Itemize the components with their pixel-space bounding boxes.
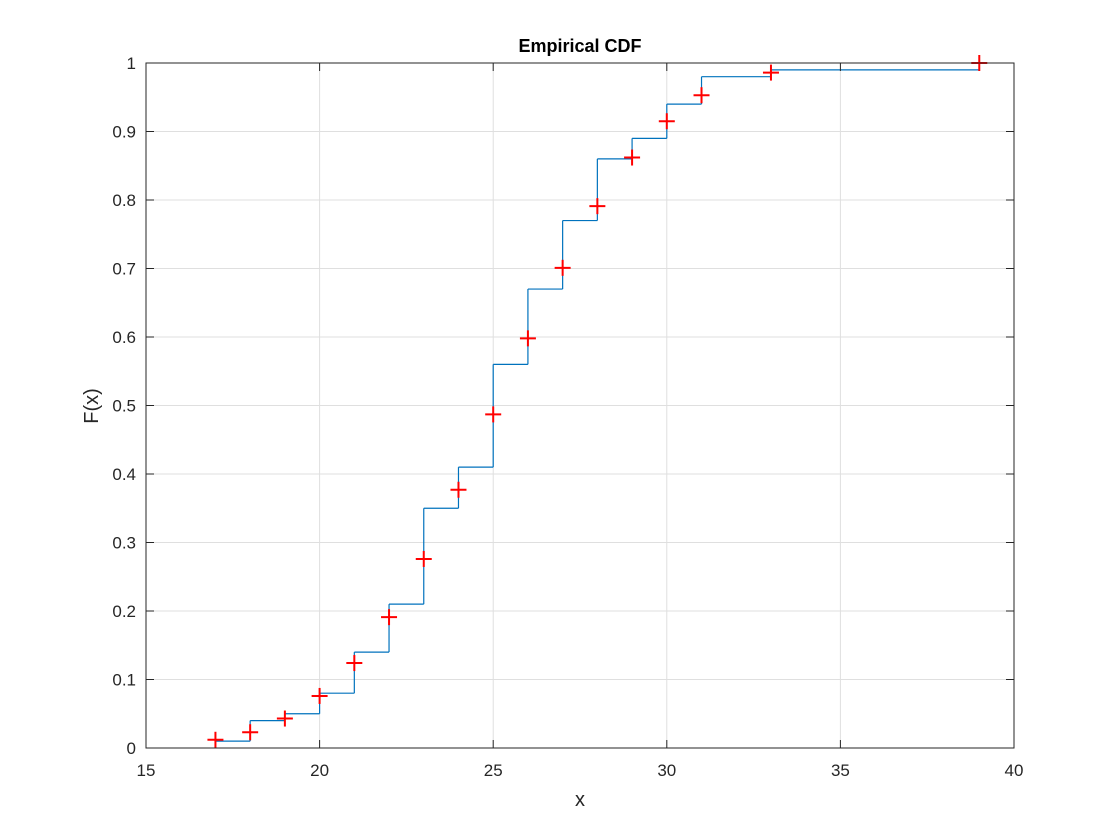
y-tick-label: 0.5	[112, 397, 136, 416]
plus-marker	[207, 731, 224, 748]
plus-marker	[242, 724, 259, 741]
y-axis-title: F(x)	[81, 388, 103, 424]
y-tick-labels: 0 0.1 0.2 0.3 0.4 0.5 0.6 0.7 0.8 0.9 1	[112, 54, 136, 758]
plus-marker	[693, 87, 710, 104]
y-tick-label: 1	[127, 54, 136, 73]
x-tick-label: 30	[657, 761, 676, 780]
plus-marker	[589, 198, 606, 215]
plus-marker	[485, 406, 502, 423]
y-tick-label: 0	[127, 739, 136, 758]
axis-ticks	[145, 62, 1015, 749]
y-tick-label: 0.8	[112, 191, 136, 210]
data-series	[207, 55, 988, 748]
x-tick-labels: 15 20 25 30 35 40	[137, 761, 1024, 780]
plus-marker	[381, 609, 398, 626]
y-tick-label: 0.7	[112, 260, 136, 279]
x-tick-label: 40	[1005, 761, 1024, 780]
plus-marker	[415, 550, 432, 567]
y-tick-label: 0.1	[112, 671, 136, 690]
plus-marker	[762, 64, 779, 81]
plus-marker	[311, 687, 328, 704]
x-tick-label: 20	[310, 761, 329, 780]
grid-lines	[145, 62, 1015, 749]
plus-marker	[519, 330, 536, 347]
plus-marker	[624, 149, 641, 166]
plus-marker	[450, 481, 467, 498]
y-tick-label: 0.6	[112, 328, 136, 347]
x-axis-title: x	[575, 789, 585, 811]
plus-marker	[658, 113, 675, 130]
plus-marker	[276, 710, 293, 727]
y-tick-label: 0.4	[112, 465, 136, 484]
x-tick-label: 35	[831, 761, 850, 780]
plus-marker	[554, 259, 571, 276]
y-tick-label: 0.9	[112, 123, 136, 142]
plus-marker	[346, 655, 363, 672]
y-tick-label: 0.2	[112, 602, 136, 621]
y-tick-label: 0.3	[112, 534, 136, 553]
chart-title: Empirical CDF	[518, 36, 641, 56]
x-tick-label: 15	[137, 761, 156, 780]
x-tick-label: 25	[484, 761, 503, 780]
